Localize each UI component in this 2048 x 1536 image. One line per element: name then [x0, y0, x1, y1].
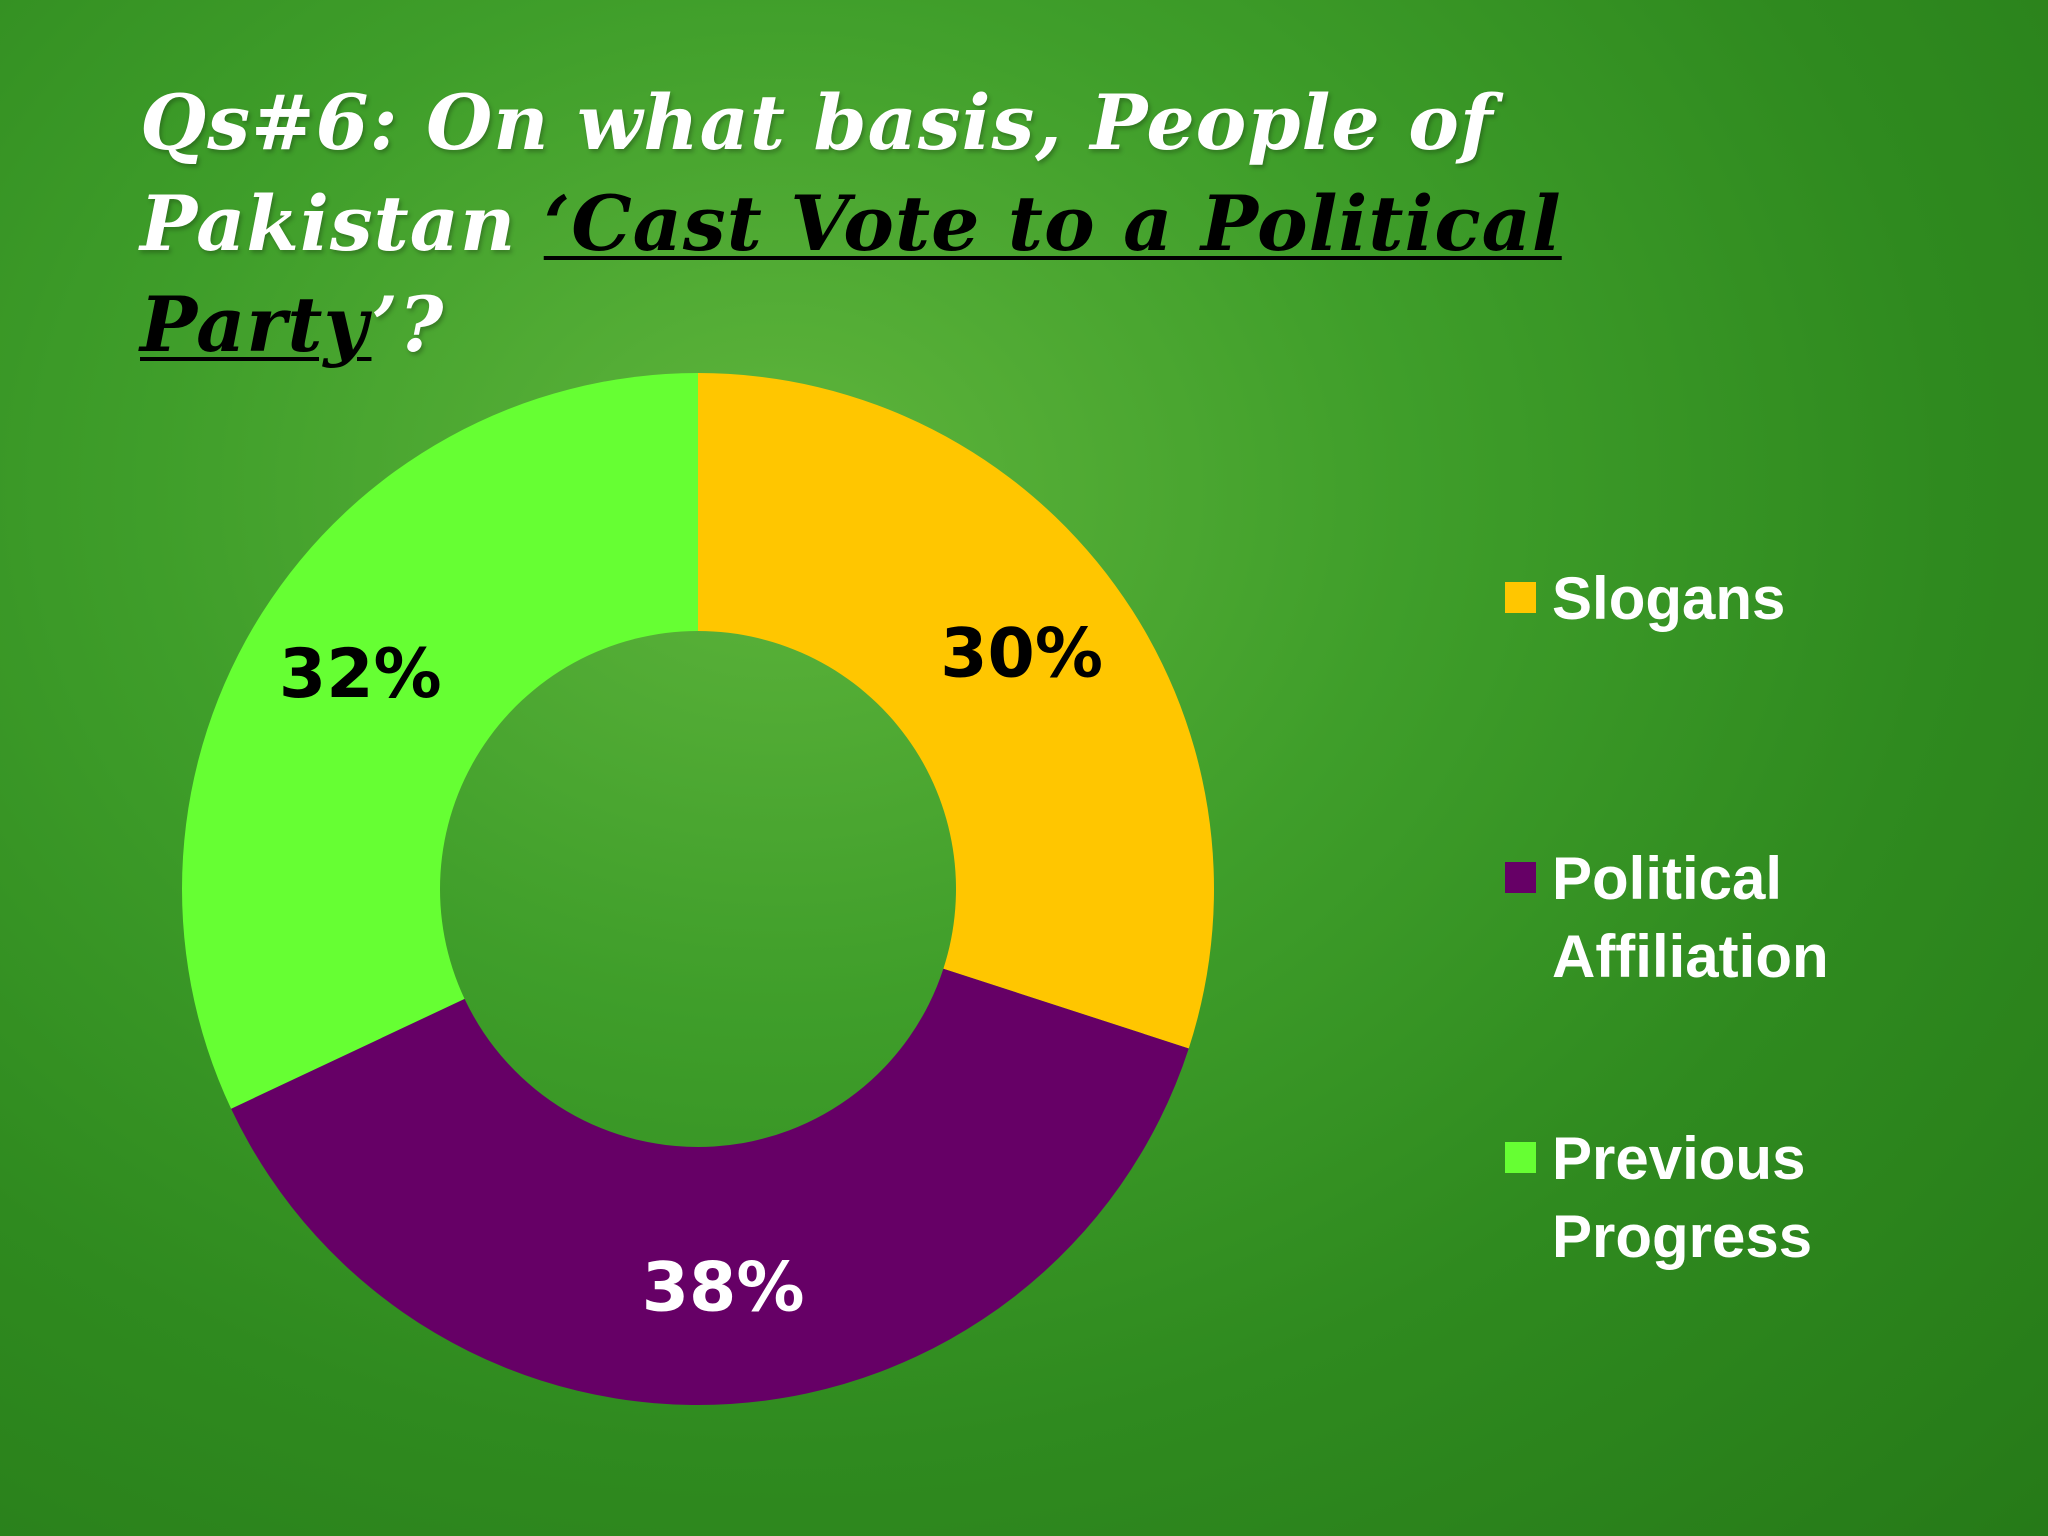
slice-previous-progress [181, 373, 698, 1109]
legend-swatch-slogans [1505, 582, 1536, 613]
slice-slogans [698, 373, 1214, 1049]
title-emphasis: ‘Cast Vote to a Political Party [140, 179, 1562, 369]
legend-label-previous-progress: Previous Progress [1552, 1125, 1813, 1270]
slice-political-affiliation [231, 968, 1189, 1405]
legend-swatch-previous-progress [1505, 1142, 1536, 1173]
legend-label-political-affiliation: Political Affiliation [1552, 845, 1829, 990]
data-label-previous-progress: 32% [279, 635, 442, 714]
title-suffix: ’? [371, 280, 445, 369]
legend-item-previous-progress: Previous Progress [1505, 1120, 1972, 1276]
data-label-slogans: 30% [940, 614, 1103, 693]
slide-title: Qs#6: On what basis, People of Pakistan … [140, 72, 1700, 375]
legend-label-slogans: Slogans [1552, 565, 1786, 632]
legend-item-political-affiliation: Political Affiliation [1505, 840, 1972, 996]
data-label-political-affiliation: 38% [642, 1249, 805, 1328]
legend-item-slogans: Slogans [1505, 560, 1972, 638]
title-prefix: Qs#6: On what basis, People of Pakistan [140, 78, 1494, 268]
legend-swatch-political-affiliation [1505, 862, 1536, 893]
